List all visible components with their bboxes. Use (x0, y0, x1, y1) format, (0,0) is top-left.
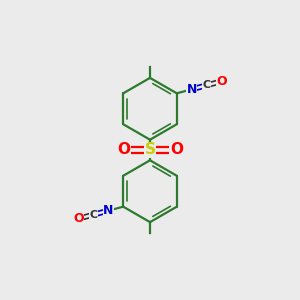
Text: O: O (216, 75, 227, 88)
Text: N: N (103, 204, 114, 217)
Text: N: N (186, 83, 197, 96)
Text: S: S (145, 142, 155, 158)
Text: O: O (170, 142, 183, 158)
Text: O: O (117, 142, 130, 158)
Text: O: O (73, 212, 84, 225)
Text: C: C (89, 210, 98, 220)
Text: C: C (202, 80, 211, 90)
